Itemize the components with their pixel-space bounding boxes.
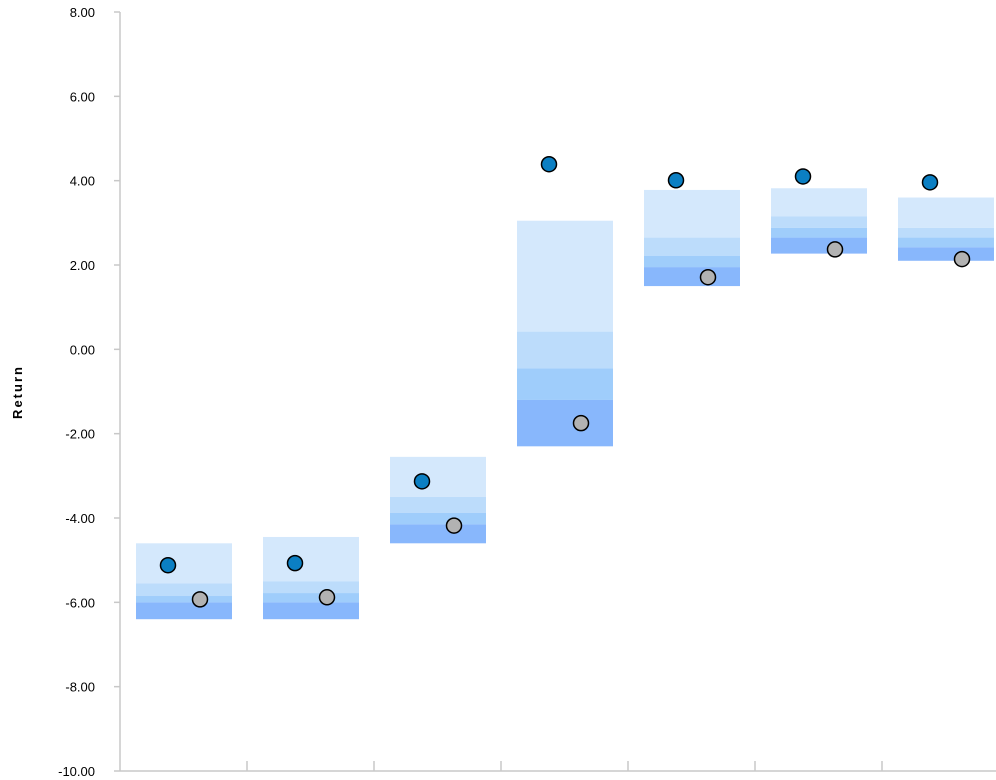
y-axis-ticks: 8.00 6.00 4.00 2.00 0.00 -2.00 -4.00 -6.00 -8.00… (58, 5, 95, 779)
y-tick-label: 6.00 (70, 89, 95, 104)
y-tick-label: -4.00 (65, 511, 95, 526)
bar-band (771, 237, 867, 254)
bar-band (644, 267, 740, 287)
bar-band (263, 581, 359, 594)
bands-layer (136, 188, 994, 620)
markers-layer (159, 155, 971, 608)
bar-band (136, 583, 232, 597)
bar-group (517, 220, 613, 447)
bar-band (644, 237, 740, 256)
primary-marker (667, 171, 685, 189)
y-axis-title: Return (10, 365, 25, 419)
bar-group (136, 543, 232, 620)
primary-marker (286, 554, 304, 572)
bar-band (136, 602, 232, 620)
primary-marker (159, 556, 177, 574)
axes (114, 11, 996, 772)
bar-band (517, 220, 613, 332)
secondary-marker (699, 268, 717, 286)
y-tick-label: -6.00 (65, 595, 95, 610)
bar-band (390, 456, 486, 497)
bar-band (136, 543, 232, 584)
bar-group (263, 536, 359, 620)
primary-marker (413, 473, 431, 490)
y-tick-label: 4.00 (70, 174, 95, 189)
bar-group (898, 197, 994, 261)
y-tick-label: -8.00 (65, 680, 95, 695)
bar-band (390, 512, 486, 525)
bar-band (263, 593, 359, 603)
bar-band (390, 524, 486, 544)
bar-group (390, 456, 486, 544)
bar-band (644, 189, 740, 238)
secondary-marker (953, 250, 971, 268)
bar-band (898, 197, 994, 228)
bar-band (898, 237, 994, 248)
bar-group (644, 189, 740, 287)
primary-marker (921, 174, 939, 191)
bar-band (771, 216, 867, 228)
secondary-marker (318, 589, 336, 606)
y-tick-label: 8.00 (70, 5, 95, 20)
y-tick-label: 2.00 (70, 258, 95, 273)
y-tick-label: -2.00 (65, 427, 95, 442)
secondary-marker (572, 414, 590, 432)
bar-band (644, 255, 740, 268)
secondary-marker (191, 591, 209, 608)
primary-marker (540, 155, 558, 173)
secondary-marker (445, 517, 463, 534)
bar-band (771, 188, 867, 217)
bar-group (771, 188, 867, 254)
y-tick-label: 0.00 (70, 342, 95, 357)
y-axis-label: Return (10, 365, 25, 419)
bar-band (898, 247, 994, 261)
bar-band (771, 227, 867, 238)
secondary-marker (826, 241, 844, 258)
bar-band (263, 536, 359, 582)
bar-band (517, 399, 613, 447)
y-tick-label: -10.00 (58, 764, 95, 779)
bar-band (136, 596, 232, 603)
bar-band (517, 331, 613, 369)
primary-marker (794, 168, 812, 185)
bar-band (517, 368, 613, 400)
bar-band (390, 496, 486, 513)
bar-band (898, 227, 994, 238)
bar-band (263, 602, 359, 620)
